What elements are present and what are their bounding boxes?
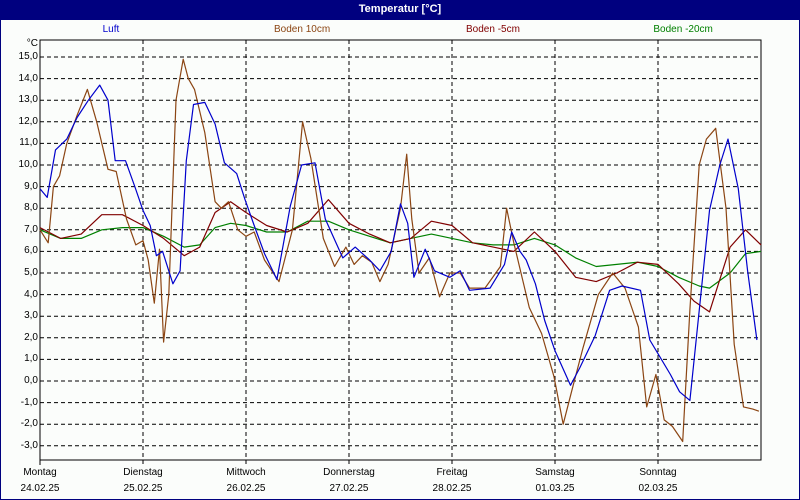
x-tick-date: 27.02.25	[329, 483, 369, 494]
y-tick-label: 14,0	[18, 72, 38, 84]
x-tick-date: 02.03.25	[638, 483, 678, 494]
series-line-boden-10cm	[39, 58, 760, 443]
y-tick-label: 6,0	[24, 245, 38, 257]
x-tick-day: Donnerstag	[323, 467, 375, 478]
y-tick-label: 8,0	[24, 202, 38, 214]
y-tick-label: -2,0	[20, 418, 38, 430]
x-tick-date: 01.03.25	[535, 483, 575, 494]
window-title: Temperatur [°C]	[0, 0, 800, 20]
y-tick-label: -1,0	[20, 396, 38, 408]
y-tick-label: 10,0	[18, 159, 38, 170]
y-tick-label: -3,0	[20, 439, 38, 451]
x-tick-day: Freitag	[436, 467, 468, 478]
series-line-boden-5cm	[39, 199, 762, 313]
x-tick-day: Samstag	[535, 467, 575, 478]
y-tick-label: 12,0	[18, 115, 38, 127]
y-tick-label: 4,0	[24, 288, 38, 300]
x-tick-day: Mittwoch	[226, 467, 266, 478]
y-axis-unit: °C	[26, 38, 38, 49]
y-tick-label: 9,0	[24, 180, 38, 192]
y-tick-label: 5,0	[24, 267, 38, 278]
y-tick-label: 7,0	[24, 223, 38, 235]
y-tick-label: 3,0	[24, 310, 38, 322]
y-tick-label: 13,0	[18, 94, 38, 106]
y-tick-label: 0,0	[24, 375, 38, 386]
y-tick-label: 11,0	[19, 137, 38, 149]
legend-item-luft: Luft	[102, 24, 120, 35]
x-tick-day: Sonntag	[639, 467, 677, 478]
y-tick-label: 15,0	[18, 51, 38, 62]
x-tick-date: 25.02.25	[123, 483, 163, 494]
series-line-boden-20cm	[39, 220, 762, 289]
series-line-luft	[39, 84, 758, 401]
y-tick-label: 2,0	[24, 331, 38, 343]
y-tick-label: 1,0	[24, 353, 38, 365]
plot-border	[39, 39, 762, 461]
legend-item-boden-5cm: Boden -5cm	[466, 24, 520, 35]
legend-item-boden-20cm: Boden -20cm	[653, 24, 713, 35]
x-tick-date: 26.02.25	[226, 483, 266, 494]
x-tick-day: Dienstag	[123, 467, 163, 478]
legend-item-boden-10cm: Boden 10cm	[274, 24, 331, 35]
x-tick-date: 24.02.25	[20, 483, 60, 494]
x-tick-date: 28.02.25	[432, 483, 472, 494]
x-tick-day: Montag	[23, 467, 57, 478]
